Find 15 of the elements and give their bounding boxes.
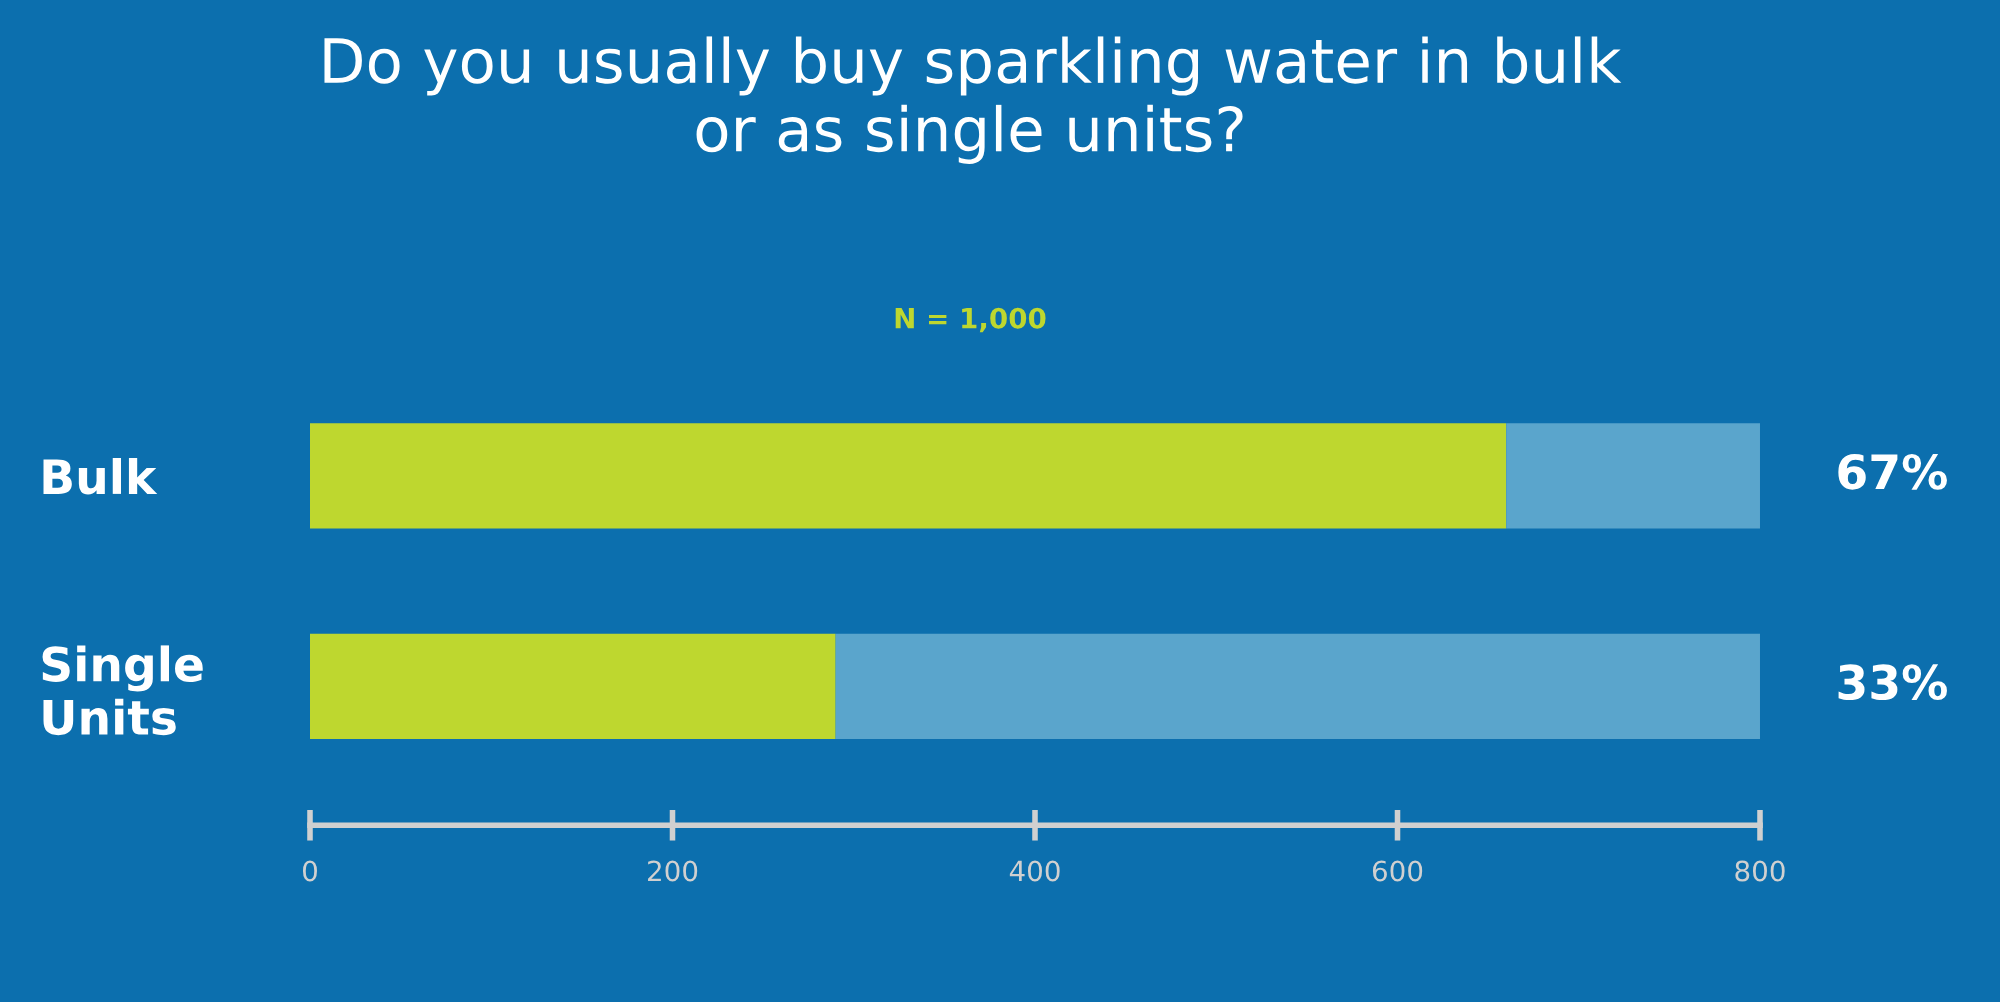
bar: [1506, 423, 1760, 529]
y-tick-label: Bulk: [43, 458, 158, 495]
chart-title: Do you usually buy sparkling water in bulk or as single units?: [324, 36, 1622, 164]
x-tick-label: 600: [1372, 860, 1423, 882]
y-tick-label: Single Units: [42, 645, 203, 736]
annotation: 67%: [1838, 453, 1947, 490]
x-tick-label: 800: [1735, 860, 1785, 882]
bar: [310, 633, 836, 739]
bar: [310, 423, 1507, 529]
chart-subtitle: N = 1,000: [895, 307, 1046, 333]
x-tick-label: 400: [1009, 860, 1060, 882]
x-tick-label: 200: [648, 860, 698, 882]
x-tick-label: 0: [302, 860, 317, 882]
bar: [835, 633, 1760, 739]
annotation: 33%: [1838, 664, 1947, 701]
